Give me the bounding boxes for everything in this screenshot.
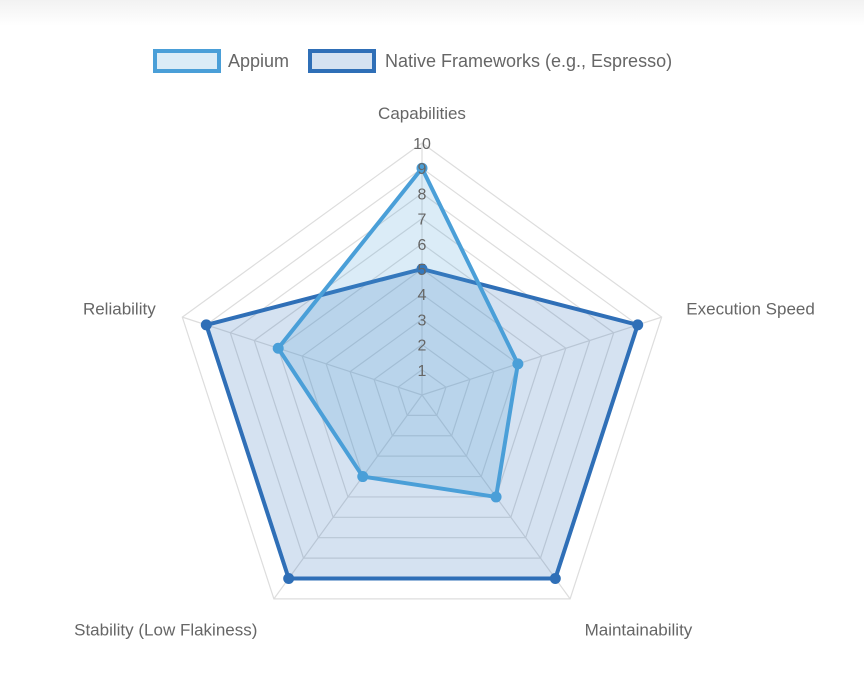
grid-spoke — [182, 316, 423, 396]
legend-item-native[interactable]: Native Frameworks (e.g., Espresso) — [308, 49, 672, 73]
legend: Appium Native Frameworks (e.g., Espresso) — [153, 49, 672, 73]
grid-ring — [397, 369, 447, 416]
data-point[interactable] — [512, 358, 524, 370]
axis-label: Reliability — [83, 299, 156, 318]
series-native — [200, 263, 644, 584]
series-layer — [200, 162, 644, 584]
axis-labels: Capabilities Execution Speed Maintainabili… — [74, 104, 815, 640]
grid-spoke — [273, 394, 423, 600]
tick-label: 10 — [413, 136, 431, 153]
data-point[interactable] — [357, 471, 369, 483]
tick-label: 6 — [418, 237, 427, 254]
top-shade — [0, 0, 864, 26]
legend-label: Native Frameworks (e.g., Espresso) — [385, 51, 672, 71]
grid-ring — [301, 268, 543, 498]
grid-ring — [277, 243, 567, 518]
tick-label: 9 — [418, 161, 427, 178]
series-appium — [272, 162, 524, 503]
tick-label: 8 — [418, 186, 427, 203]
data-point[interactable] — [416, 263, 428, 275]
legend-item-appium[interactable]: Appium — [153, 49, 289, 73]
data-point[interactable] — [632, 319, 644, 331]
data-point[interactable] — [490, 491, 502, 503]
grid-ring — [181, 142, 663, 600]
tick-label: 5 — [418, 262, 427, 279]
series-area — [276, 166, 520, 499]
grid-ring — [253, 217, 591, 539]
axis-label: Capabilities — [378, 104, 466, 123]
axis-label: Maintainability — [585, 621, 693, 640]
series-area — [204, 267, 640, 581]
legend-label: Appium — [228, 51, 289, 71]
tick-label: 7 — [418, 212, 427, 229]
data-point[interactable] — [283, 572, 295, 584]
grid-ring — [325, 293, 519, 478]
legend-swatch — [308, 49, 376, 73]
data-point[interactable] — [549, 572, 561, 584]
legend-swatch — [153, 49, 221, 73]
tick-label: 3 — [418, 312, 427, 329]
radial-ticks: 1 2 3 4 5 6 7 8 9 10 — [413, 136, 431, 380]
grid-ring — [373, 343, 471, 437]
grid-ring — [349, 318, 495, 457]
axis-label: Execution Speed — [686, 299, 815, 318]
tick-label: 1 — [418, 363, 427, 380]
axis-label: Stability (Low Flakiness) — [74, 621, 257, 640]
data-point[interactable] — [416, 162, 428, 174]
tick-label: 2 — [418, 338, 427, 355]
tick-label: 4 — [418, 287, 427, 304]
data-point[interactable] — [272, 342, 284, 354]
grid-spoke — [421, 316, 662, 396]
data-point[interactable] — [200, 319, 212, 331]
